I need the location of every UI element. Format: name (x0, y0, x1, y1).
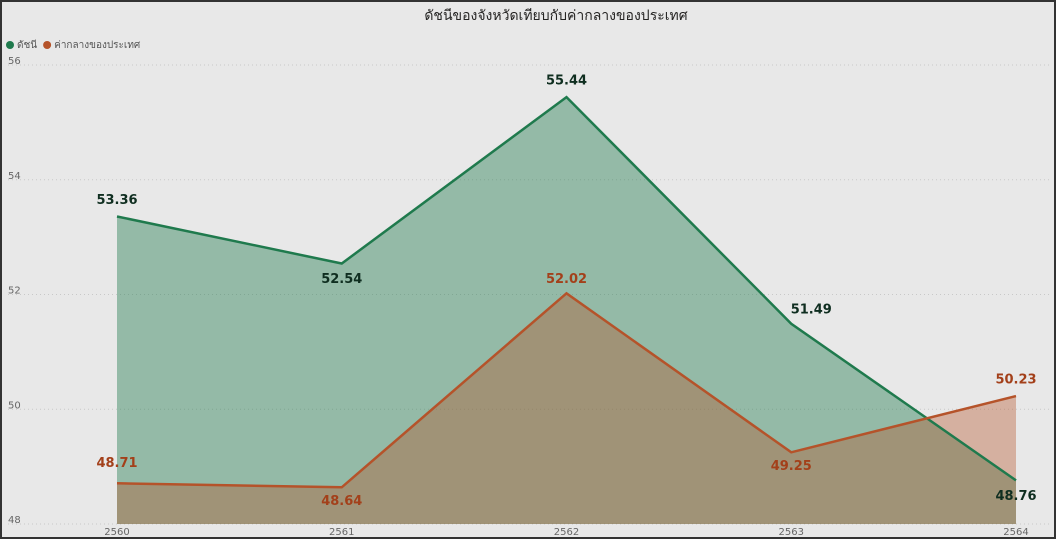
area-fill (117, 97, 1016, 524)
data-label: 55.44 (546, 74, 587, 89)
series-line (116, 291, 1017, 489)
y-tick-label: 52 (8, 286, 21, 297)
chart-title: ดัชนีของจังหวัดเทียบกับค่ากลางของประเทศ (424, 8, 687, 24)
data-label: 50.23 (995, 373, 1036, 388)
x-tick-label: 2564 (1003, 527, 1028, 538)
x-tick-label: 2561 (329, 527, 354, 538)
legend-label: ค่ากลางของประเทศ (54, 40, 141, 51)
y-tick-label: 50 (8, 400, 21, 411)
x-tick-label: 2560 (104, 527, 129, 538)
series-line (116, 95, 1017, 482)
y-tick-label: 54 (8, 171, 21, 182)
data-label: 48.76 (995, 489, 1036, 504)
y-tick-label: 48 (8, 515, 21, 526)
x-tick-label: 2562 (554, 527, 579, 538)
data-label: 53.36 (96, 193, 137, 208)
legend-marker (43, 41, 52, 49)
y-tick-label: 56 (8, 56, 21, 67)
x-tick-label: 2563 (779, 527, 804, 538)
legend-marker (6, 41, 14, 49)
area-fill (117, 293, 1016, 524)
data-label: 48.71 (96, 456, 137, 471)
data-label: 52.54 (321, 272, 362, 287)
data-label: 48.64 (321, 494, 362, 509)
legend-label: ดัชนี (17, 39, 37, 51)
data-label: 51.49 (791, 302, 832, 317)
data-label: 52.02 (546, 272, 587, 287)
data-label: 49.25 (771, 459, 812, 474)
